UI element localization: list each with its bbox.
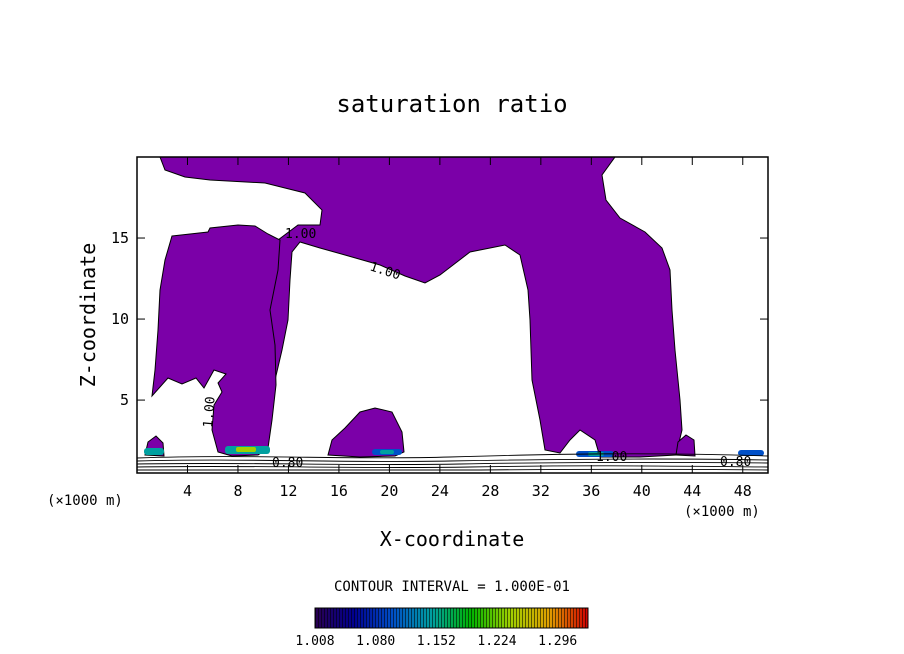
region-left-column	[151, 224, 281, 457]
x-tick-label: 12	[279, 482, 297, 500]
contour-label: 1.00	[596, 450, 627, 465]
colored-cells	[144, 446, 764, 457]
plot-frame	[136, 156, 769, 474]
colorbar-label: 1.224	[477, 634, 516, 649]
colorbar-label: 1.080	[356, 634, 395, 649]
x-tick-label: 40	[633, 482, 651, 500]
y-tick-label: 15	[111, 229, 129, 247]
x-axis-title: X-coordinate	[380, 527, 525, 551]
x-tick-label: 8	[233, 482, 242, 500]
supersaturation-regions	[137, 157, 768, 471]
region-upper-band	[159, 157, 683, 458]
contour-labels: 1.00 1.00 1.00 0.80 1.00 0.80	[201, 227, 751, 471]
x-unit-left: (×1000 m)	[47, 493, 123, 509]
colorbar-frame	[314, 607, 589, 629]
x-tick-label: 36	[582, 482, 600, 500]
y-axis-title: Z-coordinate	[76, 243, 100, 388]
x-tick-label: 4	[183, 482, 192, 500]
colorbar-label: 1.008	[295, 634, 334, 649]
colorbar-label: 1.152	[417, 634, 456, 649]
x-axis-ticks: 4 8 12 16 20 24 28 32 36 40 44 48	[183, 157, 752, 500]
x-tick-label: 32	[532, 482, 550, 500]
x-tick-label: 16	[330, 482, 348, 500]
colorbar-label: 1.296	[538, 634, 577, 649]
contour-label: 0.80	[272, 456, 303, 471]
chart-title: saturation ratio	[336, 90, 567, 118]
region-right-bump	[675, 434, 696, 457]
colorbar-stripes	[315, 608, 588, 628]
contour-label: 1.00	[285, 227, 316, 242]
x-tick-label: 20	[380, 482, 398, 500]
y-tick-label: 10	[111, 310, 129, 328]
x-tick-label: 44	[683, 482, 701, 500]
x-tick-label: 48	[734, 482, 752, 500]
contour-label: 0.80	[720, 455, 751, 470]
contour-label: 1.00	[201, 396, 219, 429]
ground-contours	[137, 453, 768, 471]
y-tick-label: 5	[120, 391, 129, 409]
region-center-dome	[327, 407, 405, 458]
contour-interval: CONTOUR INTERVAL = 1.000E-01	[334, 579, 570, 595]
x-tick-label: 28	[481, 482, 499, 500]
colorbar: 1.008 1.080 1.152 1.224 1.296	[295, 607, 589, 649]
x-unit-right: (×1000 m)	[684, 504, 760, 520]
x-tick-label: 24	[431, 482, 449, 500]
colorbar-labels: 1.008 1.080 1.152 1.224 1.296	[295, 634, 577, 649]
y-axis-ticks: 5 10 15	[111, 229, 768, 409]
